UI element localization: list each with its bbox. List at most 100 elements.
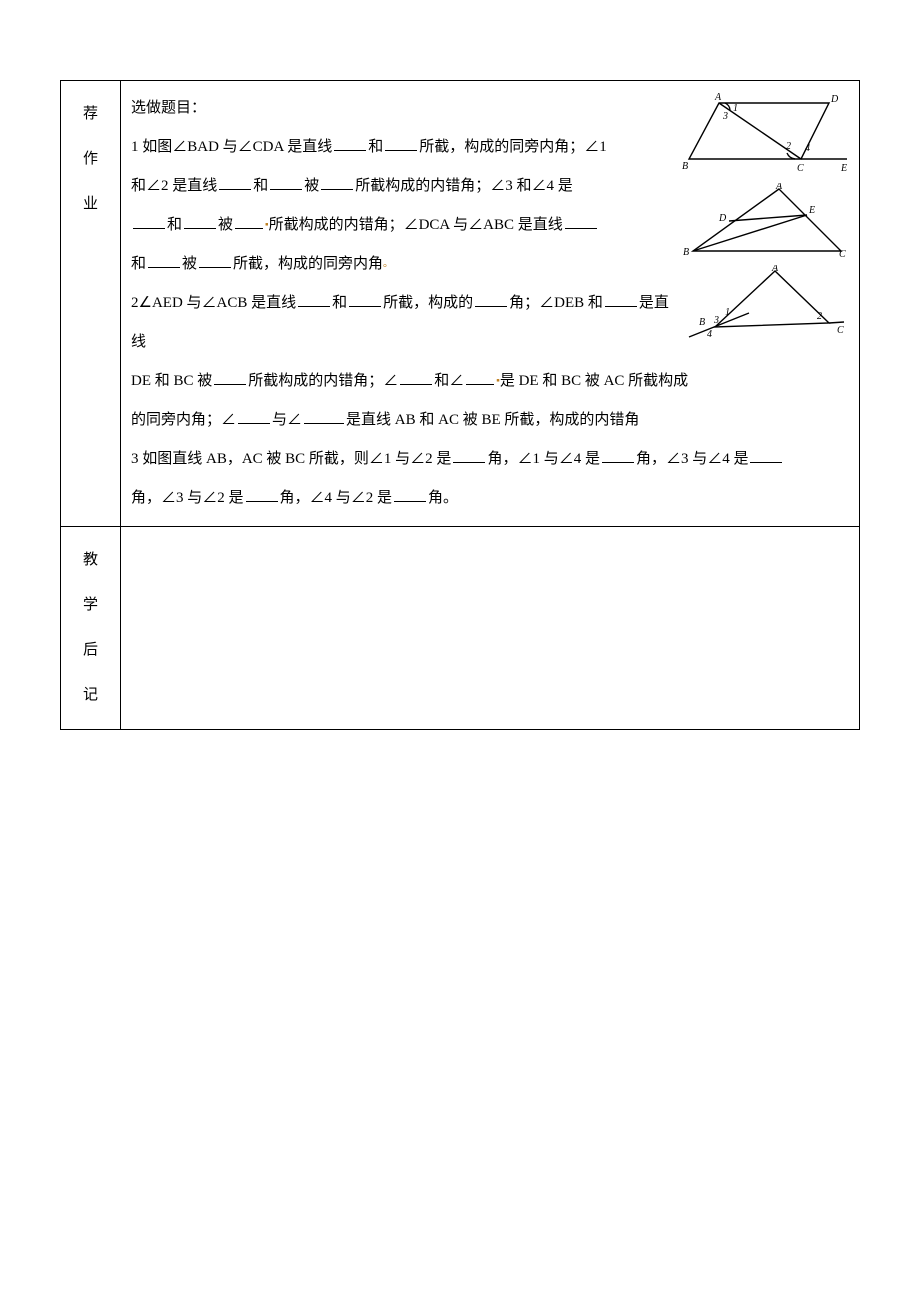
- text: 2∠AED 与∠ACB 是直线: [131, 295, 296, 311]
- fig1-label-A: A: [714, 92, 722, 103]
- blank: [400, 370, 432, 385]
- row-notes-content: [121, 527, 860, 730]
- label-char: 荐: [71, 95, 110, 134]
- q2-line2: DE 和 BC 被所截构成的内错角；∠和∠▪是 DE 和 BC 被 AC 所截构…: [131, 362, 849, 401]
- blank: [133, 214, 165, 229]
- blank: [349, 292, 381, 307]
- text: 和: [131, 256, 146, 272]
- text: 3 如图直线 AB，AC 被 BC 所截，则∠1 与∠2 是: [131, 451, 451, 467]
- blank: [270, 175, 302, 190]
- text: 所截，构成的: [383, 295, 473, 311]
- blank: [394, 487, 426, 502]
- text: 和: [167, 217, 182, 233]
- blank: [298, 292, 330, 307]
- fig1-label-E: E: [840, 163, 847, 174]
- text: 角，∠4 与∠2 是: [280, 490, 393, 506]
- blank: [184, 214, 216, 229]
- row-homework: 荐 作 业: [61, 81, 860, 527]
- text: 所截构成的内错角；∠DCA 与∠ABC 是直线: [269, 217, 563, 233]
- text: 被: [304, 178, 319, 194]
- text: 所截构成的内错角；∠3 和∠4 是: [355, 178, 573, 194]
- blank: [304, 409, 344, 424]
- text: 角；∠DEB 和: [509, 295, 603, 311]
- blank: [148, 253, 180, 268]
- dot-mark: 。: [383, 259, 393, 270]
- text: 和: [332, 295, 347, 311]
- blank: [214, 370, 246, 385]
- homework-body: A D B C E 1 3 2 4: [131, 89, 849, 518]
- fig3-label-1: 1: [725, 307, 730, 318]
- fig1-label-3: 3: [722, 111, 728, 122]
- text: 和: [253, 178, 268, 194]
- text: 和: [368, 139, 383, 155]
- figure-1: A D B C E 1 3 2 4: [679, 89, 849, 179]
- text: 所截构成的内错角；∠: [248, 373, 398, 389]
- text: 是 DE 和 BC 被 AC 所截构成: [500, 373, 688, 389]
- row-homework-label: 荐 作 业: [61, 81, 121, 527]
- fig3-label-C: C: [837, 325, 844, 336]
- label-char: 学: [71, 586, 110, 625]
- row-homework-content: A D B C E 1 3 2 4: [121, 81, 860, 527]
- blank: [199, 253, 231, 268]
- q2-line3: 的同旁内角；∠ 与∠ 是直线 AB 和 AC 被 BE 所截，构成的内错角: [131, 401, 849, 440]
- fig3-label-2: 2: [817, 311, 822, 322]
- fig1-label-D: D: [830, 94, 839, 105]
- row-notes-label: 教 学 后 记: [61, 527, 121, 730]
- q3-line1: 3 如图直线 AB，AC 被 BC 所截，则∠1 与∠2 是 角，∠1 与∠4 是…: [131, 440, 849, 479]
- text: 角，∠3 与∠2 是: [131, 490, 244, 506]
- blank: [565, 214, 597, 229]
- fig1-label-2: 2: [786, 141, 791, 152]
- text: 被: [182, 256, 197, 272]
- fig1-label-B: B: [682, 161, 688, 172]
- worksheet-table: 荐 作 业: [60, 80, 860, 730]
- text: DE 和 BC 被: [131, 373, 212, 389]
- figure-2: A B C D E: [679, 183, 849, 261]
- fig3-label-4: 4: [707, 329, 712, 340]
- text: 的同旁内角；∠: [131, 412, 236, 428]
- text: 角，∠1 与∠4 是: [487, 451, 600, 467]
- fig2-label-C: C: [839, 249, 846, 260]
- fig1-label-1: 1: [733, 103, 738, 114]
- label-char: 业: [71, 185, 110, 224]
- blank: [385, 136, 417, 151]
- label-char: 作: [71, 140, 110, 179]
- blank: [219, 175, 251, 190]
- fig3-label-B: B: [699, 317, 705, 328]
- text: 所截，构成的同旁内角；∠1: [419, 139, 607, 155]
- text: 角，∠3 与∠4 是: [636, 451, 749, 467]
- blank: [466, 370, 494, 385]
- fig3-label-3: 3: [713, 315, 719, 326]
- text: 被: [218, 217, 233, 233]
- fig1-label-C: C: [797, 163, 804, 174]
- fig2-label-D: D: [718, 213, 727, 224]
- blank: [475, 292, 507, 307]
- label-char: 教: [71, 541, 110, 580]
- text: 是直线 AB 和 AC 被 BE 所截，构成的内错角: [346, 412, 639, 428]
- blank: [605, 292, 637, 307]
- text: 1 如图∠BAD 与∠CDA 是直线: [131, 139, 332, 155]
- label-char: 后: [71, 631, 110, 670]
- fig1-label-4: 4: [805, 143, 810, 154]
- blank: [321, 175, 353, 190]
- q3-line2: 角，∠3 与∠2 是 角，∠4 与∠2 是 角。: [131, 479, 849, 518]
- fig3-label-A: A: [771, 265, 779, 274]
- figure-3: A B C 1 2 3 4: [679, 265, 849, 347]
- blank: [750, 448, 782, 463]
- text: 角。: [428, 490, 458, 506]
- row-notes: 教 学 后 记: [61, 527, 860, 730]
- blank: [235, 214, 263, 229]
- fig2-label-E: E: [808, 205, 815, 216]
- text: 所截，构成的同旁内角: [233, 256, 383, 272]
- blank: [602, 448, 634, 463]
- text: 和∠2 是直线: [131, 178, 217, 194]
- fig2-label-A: A: [775, 183, 783, 192]
- label-char: 记: [71, 676, 110, 715]
- figure-stack: A D B C E 1 3 2 4: [679, 89, 849, 351]
- blank: [246, 487, 278, 502]
- text: 与∠: [272, 412, 302, 428]
- fig2-label-B: B: [683, 247, 689, 258]
- blank: [238, 409, 270, 424]
- text: 和∠: [434, 373, 464, 389]
- blank: [334, 136, 366, 151]
- blank: [453, 448, 485, 463]
